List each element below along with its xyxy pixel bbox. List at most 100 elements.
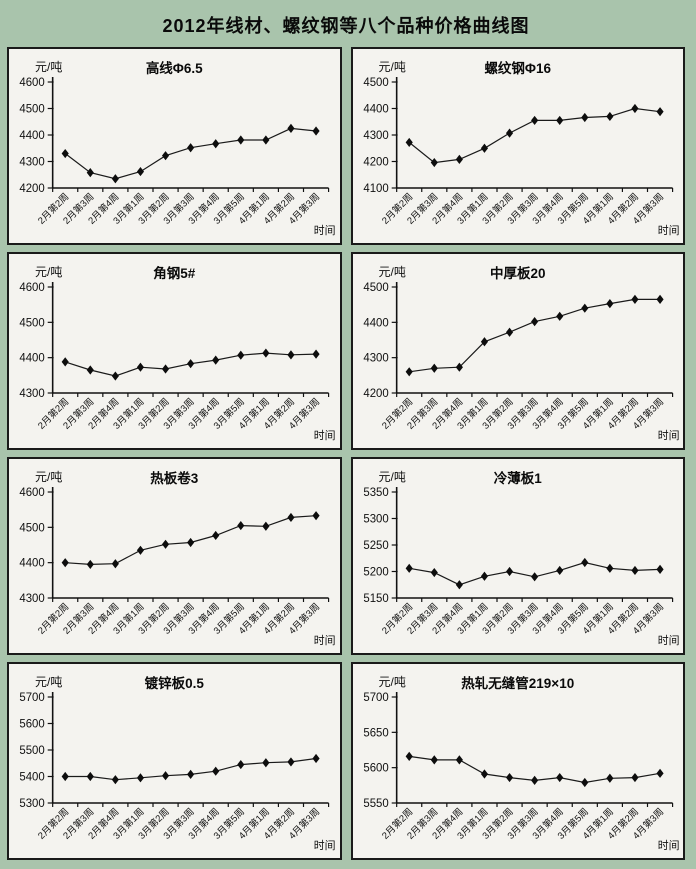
chart-header: 元/吨 热轧无缝管219×10: [353, 664, 684, 691]
svg-text:5700: 5700: [19, 692, 44, 704]
svg-text:5600: 5600: [363, 763, 388, 775]
svg-text:4200: 4200: [363, 156, 388, 168]
chart-panel-wufengguan: 元/吨 热轧无缝管219×10 5550 5600 5650 5700 2月第2周 2月第…: [350, 662, 685, 860]
y-axis-unit-label: 元/吨: [35, 675, 63, 689]
svg-text:4500: 4500: [363, 282, 388, 294]
svg-text:5700: 5700: [363, 692, 388, 704]
chart-title: 中厚板20: [489, 266, 546, 281]
svg-text:4600: 4600: [19, 77, 44, 89]
x-axis-ticks: [395, 393, 673, 397]
svg-text:5250: 5250: [363, 540, 388, 552]
x-axis-ticks: [52, 803, 330, 807]
time-axis-label: 时间: [657, 429, 679, 442]
svg-text:4300: 4300: [19, 156, 44, 168]
chart-panel-gaoxian: 元/吨 高线Φ6.5 4200 4300 4400 4500 4600 2月第2周 2月第3…: [7, 47, 342, 245]
time-axis-label: 时间: [314, 634, 336, 647]
price-line: [408, 298, 660, 373]
x-tick-labels: 2月第2周2月第3周2月第4周3月第1周3月第2周3月第3周3月第4周3月第5周…: [379, 806, 666, 842]
x-axis-ticks: [52, 393, 330, 397]
axes: [51, 487, 329, 599]
y-axis-unit-label: 元/吨: [35, 470, 63, 484]
line-chart-svg: 4300 4400 4500 4600 2月第2周2月第3周2月第4周3月第1周3月第2…: [19, 282, 336, 442]
y-axis-unit-label: 元/吨: [35, 265, 63, 279]
time-axis-label: 时间: [314, 429, 336, 442]
svg-text:4600: 4600: [19, 487, 44, 499]
svg-text:4400: 4400: [19, 353, 44, 365]
axes: [395, 487, 673, 599]
y-axis-unit-label: 元/吨: [378, 265, 406, 279]
x-tick-labels: 2月第2周2月第3周2月第4周3月第1周3月第2周3月第3周3月第4周3月第5周…: [379, 601, 666, 637]
chart-title: 镀锌板0.5: [144, 676, 204, 691]
chart-panel-jiaogang: 元/吨 角钢5# 4300 4400 4500 4600 2月第2周 2月第3周 2月第4周…: [7, 252, 342, 450]
data-point-markers: [405, 557, 664, 590]
x-axis-ticks: [52, 188, 330, 192]
chart-title: 热轧无缝管219×10: [461, 676, 575, 691]
chart-title: 高线Φ6.5: [145, 61, 203, 76]
svg-text:4100: 4100: [363, 183, 388, 195]
x-tick-labels: 2月第2周2月第3周2月第4周3月第1周3月第2周3月第3周3月第4周3月第5周…: [35, 601, 322, 637]
svg-text:5550: 5550: [363, 798, 388, 810]
y-axis-unit-label: 元/吨: [35, 60, 63, 74]
line-chart-svg: 4200 4300 4400 4500 4600 2月第2周2月第3周2月第4周3月第1周…: [19, 77, 336, 237]
svg-text:4500: 4500: [363, 77, 388, 89]
x-tick-labels: 2月第2周2月第3周2月第4周3月第1周3月第2周3月第3周3月第4周3月第5周…: [379, 191, 666, 227]
chart-header: 元/吨 中厚板20: [353, 254, 684, 281]
y-axis-ticks: 4200 4300 4400 4500 4600: [19, 77, 54, 195]
chart-title: 热板卷3: [150, 471, 199, 486]
svg-text:4400: 4400: [19, 130, 44, 142]
line-chart-svg: 5150 5200 5250 5300 5350 2月第2周2月第3周2月第4周3月第1周…: [363, 487, 679, 647]
chart-title: 角钢5#: [153, 266, 196, 281]
data-point-markers: [405, 751, 664, 788]
chart-panel-lengbaoban: 元/吨 冷薄板1 5150 5200 5250 5300 5350 2月第2周 2月第3周 2…: [350, 457, 685, 655]
time-axis-label: 时间: [314, 839, 336, 852]
line-chart-svg: 4200 4300 4400 4500 2月第2周2月第3周2月第4周3月第1周3月第2…: [363, 282, 679, 442]
svg-text:4300: 4300: [363, 130, 388, 142]
axes: [395, 692, 673, 804]
data-point-markers: [405, 294, 664, 377]
svg-text:4200: 4200: [363, 388, 388, 400]
svg-text:4300: 4300: [19, 593, 44, 605]
axes: [395, 77, 673, 189]
y-axis-unit-label: 元/吨: [378, 60, 406, 74]
y-axis-unit-label: 元/吨: [378, 470, 406, 484]
y-axis-ticks: 5550 5600 5650 5700: [363, 692, 398, 810]
svg-text:4400: 4400: [363, 317, 388, 329]
time-axis-label: 时间: [657, 634, 679, 647]
page-title: 2012年线材、螺纹钢等八个品种价格曲线图: [162, 16, 530, 36]
chart-panel-zhonghouban: 元/吨 中厚板20 4200 4300 4400 4500 2月第2周 2月第3周 2月第4…: [350, 252, 685, 450]
y-axis-ticks: 4100 4200 4300 4400 4500: [363, 77, 398, 195]
chart-title: 冷薄板1: [493, 471, 542, 486]
x-axis-ticks: [52, 598, 330, 602]
svg-text:5300: 5300: [19, 798, 44, 810]
x-tick-labels: 2月第2周2月第3周2月第4周3月第1周3月第2周3月第3周3月第4周3月第5周…: [35, 396, 322, 432]
svg-text:5200: 5200: [363, 566, 388, 578]
svg-text:4500: 4500: [19, 317, 44, 329]
y-axis-ticks: 4300 4400 4500 4600: [19, 282, 54, 400]
x-axis-ticks: [395, 598, 673, 602]
chart-panel-luowengang: 元/吨 螺纹钢Φ16 4100 4200 4300 4400 4500 2月第2周 2月第3…: [350, 47, 685, 245]
chart-header: 元/吨 高线Φ6.5: [9, 49, 340, 76]
x-tick-labels: 2月第2周2月第3周2月第4周3月第1周3月第2周3月第3周3月第4周3月第5周…: [379, 396, 666, 432]
svg-text:4300: 4300: [363, 353, 388, 365]
svg-text:5500: 5500: [19, 745, 44, 757]
chart-title: 螺纹钢Φ16: [484, 61, 552, 76]
svg-text:4300: 4300: [19, 388, 44, 400]
x-axis-ticks: [395, 188, 673, 192]
svg-text:4400: 4400: [19, 558, 44, 570]
time-axis-label: 时间: [314, 224, 336, 237]
y-axis-ticks: 4200 4300 4400 4500: [363, 282, 398, 400]
chart-header: 元/吨 螺纹钢Φ16: [353, 49, 684, 76]
price-line: [64, 127, 317, 180]
svg-text:5300: 5300: [363, 513, 388, 525]
svg-text:4500: 4500: [19, 103, 44, 115]
y-axis-ticks: 5300 5400 5500 5600 5700: [19, 692, 54, 810]
data-point-markers: [61, 348, 320, 381]
charts-grid: 元/吨 高线Φ6.5 4200 4300 4400 4500 4600 2月第2周 2月第3…: [7, 47, 685, 860]
axes: [51, 692, 329, 804]
line-chart-svg: 4300 4400 4500 4600 2月第2周2月第3周2月第4周3月第1周3月第2…: [19, 487, 336, 647]
line-chart-svg: 4100 4200 4300 4400 4500 2月第2周2月第3周2月第4周3月第1周…: [363, 77, 679, 237]
svg-text:4600: 4600: [19, 282, 44, 294]
line-chart-svg: 5300 5400 5500 5600 5700 2月第2周2月第3周2月第4周3月第1周…: [19, 692, 336, 852]
svg-text:5150: 5150: [363, 593, 388, 605]
